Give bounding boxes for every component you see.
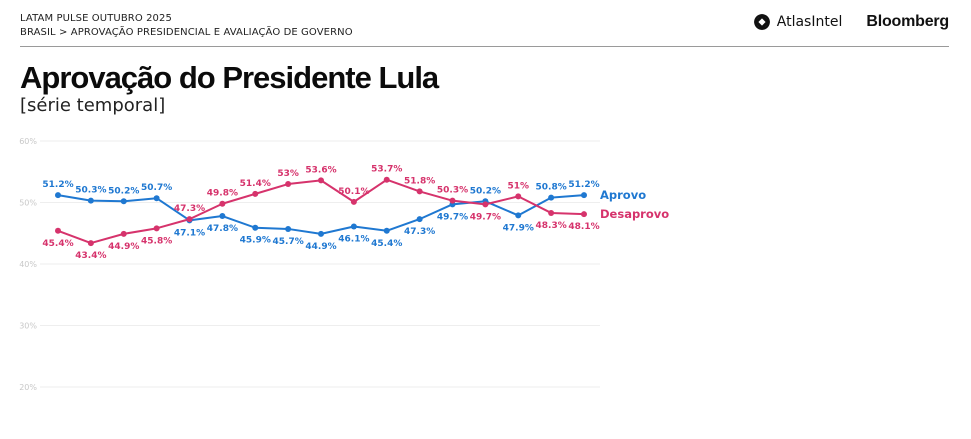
atlasintel-diamond-icon xyxy=(753,13,770,31)
atlasintel-logo: AtlasIntel xyxy=(753,13,843,31)
y-tick-label: 60% xyxy=(19,137,37,146)
data-point-desaprovo xyxy=(482,201,489,208)
data-label-aprovo: 45.7% xyxy=(273,237,304,247)
data-point-aprovo xyxy=(581,192,587,199)
data-label-aprovo: 50.2% xyxy=(108,186,139,196)
data-point-aprovo xyxy=(548,194,555,201)
data-point-desaprovo xyxy=(55,227,61,234)
data-point-desaprovo xyxy=(120,230,127,237)
bloomberg-logo: Bloomberg xyxy=(866,13,949,30)
data-point-aprovo xyxy=(416,216,423,223)
data-label-desaprovo: 44.9% xyxy=(108,242,139,252)
data-point-aprovo xyxy=(219,213,226,220)
data-point-aprovo xyxy=(87,197,94,204)
data-label-aprovo: 51.2% xyxy=(42,180,73,190)
report-section: BRASIL > APROVAÇÃO PRESIDENCIAL E AVALIA… xyxy=(20,27,353,38)
data-label-aprovo: 45.4% xyxy=(371,239,402,249)
data-point-aprovo xyxy=(318,230,324,237)
data-label-desaprovo: 53.7% xyxy=(371,165,402,175)
data-point-desaprovo xyxy=(416,188,423,195)
data-label-aprovo: 51.2% xyxy=(568,180,599,190)
data-label-desaprovo: 50.1% xyxy=(338,187,369,197)
data-point-desaprovo xyxy=(219,200,226,207)
y-tick-label: 30% xyxy=(19,322,37,331)
data-label-aprovo: 46.1% xyxy=(338,234,369,244)
data-label-aprovo: 47.8% xyxy=(207,224,238,234)
data-label-desaprovo: 48.1% xyxy=(568,222,599,232)
data-point-desaprovo xyxy=(548,209,555,216)
data-point-aprovo xyxy=(515,212,522,219)
legend-label-desaprovo: Desaprovo xyxy=(600,207,669,221)
report-name: LATAM PULSE OUTUBRO 2025 xyxy=(20,13,172,24)
data-label-desaprovo: 50.3% xyxy=(437,186,468,196)
data-point-aprovo xyxy=(153,195,160,202)
data-label-desaprovo: 53% xyxy=(277,169,299,179)
data-label-aprovo: 45.9% xyxy=(240,236,271,246)
data-point-aprovo xyxy=(285,225,292,232)
atlasintel-logo-text: AtlasIntel xyxy=(776,14,843,30)
data-label-desaprovo: 49.8% xyxy=(207,189,238,199)
data-point-aprovo xyxy=(120,198,127,205)
data-point-desaprovo xyxy=(581,211,587,218)
y-tick-label: 20% xyxy=(19,383,37,392)
data-label-desaprovo: 43.4% xyxy=(75,251,106,261)
data-point-desaprovo xyxy=(449,197,456,204)
data-label-desaprovo: 45.8% xyxy=(141,236,172,246)
data-point-aprovo xyxy=(383,227,390,234)
header-divider xyxy=(20,46,949,47)
data-label-aprovo: 50.7% xyxy=(141,183,172,193)
data-label-desaprovo: 51% xyxy=(507,181,529,191)
page-title: Aprovação do Presidente Lula xyxy=(20,60,439,95)
data-label-aprovo: 49.7% xyxy=(437,212,468,222)
data-label-desaprovo: 51.4% xyxy=(240,179,271,189)
data-point-aprovo xyxy=(252,224,259,231)
data-point-desaprovo xyxy=(515,193,522,200)
legend-label-aprovo: Aprovo xyxy=(600,188,646,202)
data-point-desaprovo xyxy=(285,181,292,188)
data-label-aprovo: 47.1% xyxy=(174,228,205,238)
data-label-desaprovo: 49.7% xyxy=(470,212,501,222)
header-logos: AtlasIntel Bloomberg xyxy=(753,13,949,31)
data-label-desaprovo: 51.8% xyxy=(404,176,435,186)
data-point-desaprovo xyxy=(87,240,94,247)
data-point-desaprovo xyxy=(186,216,193,223)
data-point-desaprovo xyxy=(252,190,259,197)
data-label-aprovo: 50.2% xyxy=(470,186,501,196)
data-point-desaprovo xyxy=(383,176,390,183)
y-tick-label: 50% xyxy=(19,199,37,208)
data-point-aprovo xyxy=(55,192,61,199)
data-label-desaprovo: 48.3% xyxy=(536,221,567,231)
data-label-aprovo: 44.9% xyxy=(305,242,336,252)
data-label-aprovo: 50.8% xyxy=(536,183,567,193)
y-tick-label: 40% xyxy=(19,260,37,269)
data-label-desaprovo: 47.3% xyxy=(174,204,205,214)
data-label-desaprovo: 53.6% xyxy=(305,165,336,175)
data-label-desaprovo: 45.4% xyxy=(42,239,73,249)
data-label-aprovo: 50.3% xyxy=(75,186,106,196)
report-breadcrumb: LATAM PULSE OUTUBRO 2025 BRASIL > APROVA… xyxy=(20,12,353,40)
data-point-desaprovo xyxy=(350,198,357,205)
data-point-aprovo xyxy=(350,223,357,230)
data-point-desaprovo xyxy=(318,177,324,184)
data-label-aprovo: 47.9% xyxy=(503,223,534,233)
data-point-desaprovo xyxy=(153,225,160,232)
page-subtitle: [série temporal] xyxy=(20,95,166,116)
data-label-aprovo: 47.3% xyxy=(404,227,435,237)
